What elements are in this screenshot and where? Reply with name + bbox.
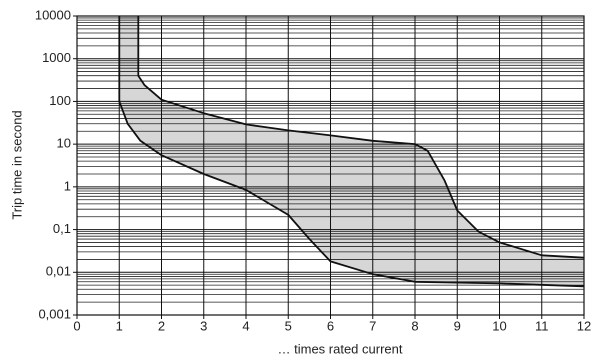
x-tick-label: 9: [454, 318, 461, 333]
y-tick-label: 0,001: [38, 306, 71, 321]
x-tick-label: 1: [116, 318, 123, 333]
y-tick-label: 10: [57, 136, 71, 151]
x-tick-label: 4: [242, 318, 249, 333]
x-tick-label: 8: [411, 318, 418, 333]
plot-frame: [76, 15, 585, 316]
y-tick-label: 1000: [42, 50, 71, 65]
x-tick-label: 0: [73, 318, 80, 333]
y-tick-label: 0,01: [46, 264, 71, 279]
x-tick-label: 10: [492, 318, 506, 333]
x-axis-title: … times rated current: [278, 341, 403, 356]
x-tick-label: 3: [200, 318, 207, 333]
y-axis-title: Trip time in second: [9, 110, 24, 219]
y-tick-label: 100: [49, 93, 71, 108]
x-tick-label: 5: [285, 318, 292, 333]
y-tick-label: 0,1: [53, 221, 71, 236]
x-tick-label: 11: [535, 318, 549, 333]
curve: [137, 16, 585, 259]
x-tick-label: 12: [577, 318, 591, 333]
y-tick-label: 10000: [35, 7, 71, 22]
y-tick-label: 1: [64, 178, 71, 193]
x-tick-label: 6: [327, 318, 334, 333]
x-tick-label: 7: [369, 318, 376, 333]
x-tick-label: 2: [158, 318, 165, 333]
curve: [118, 16, 585, 288]
